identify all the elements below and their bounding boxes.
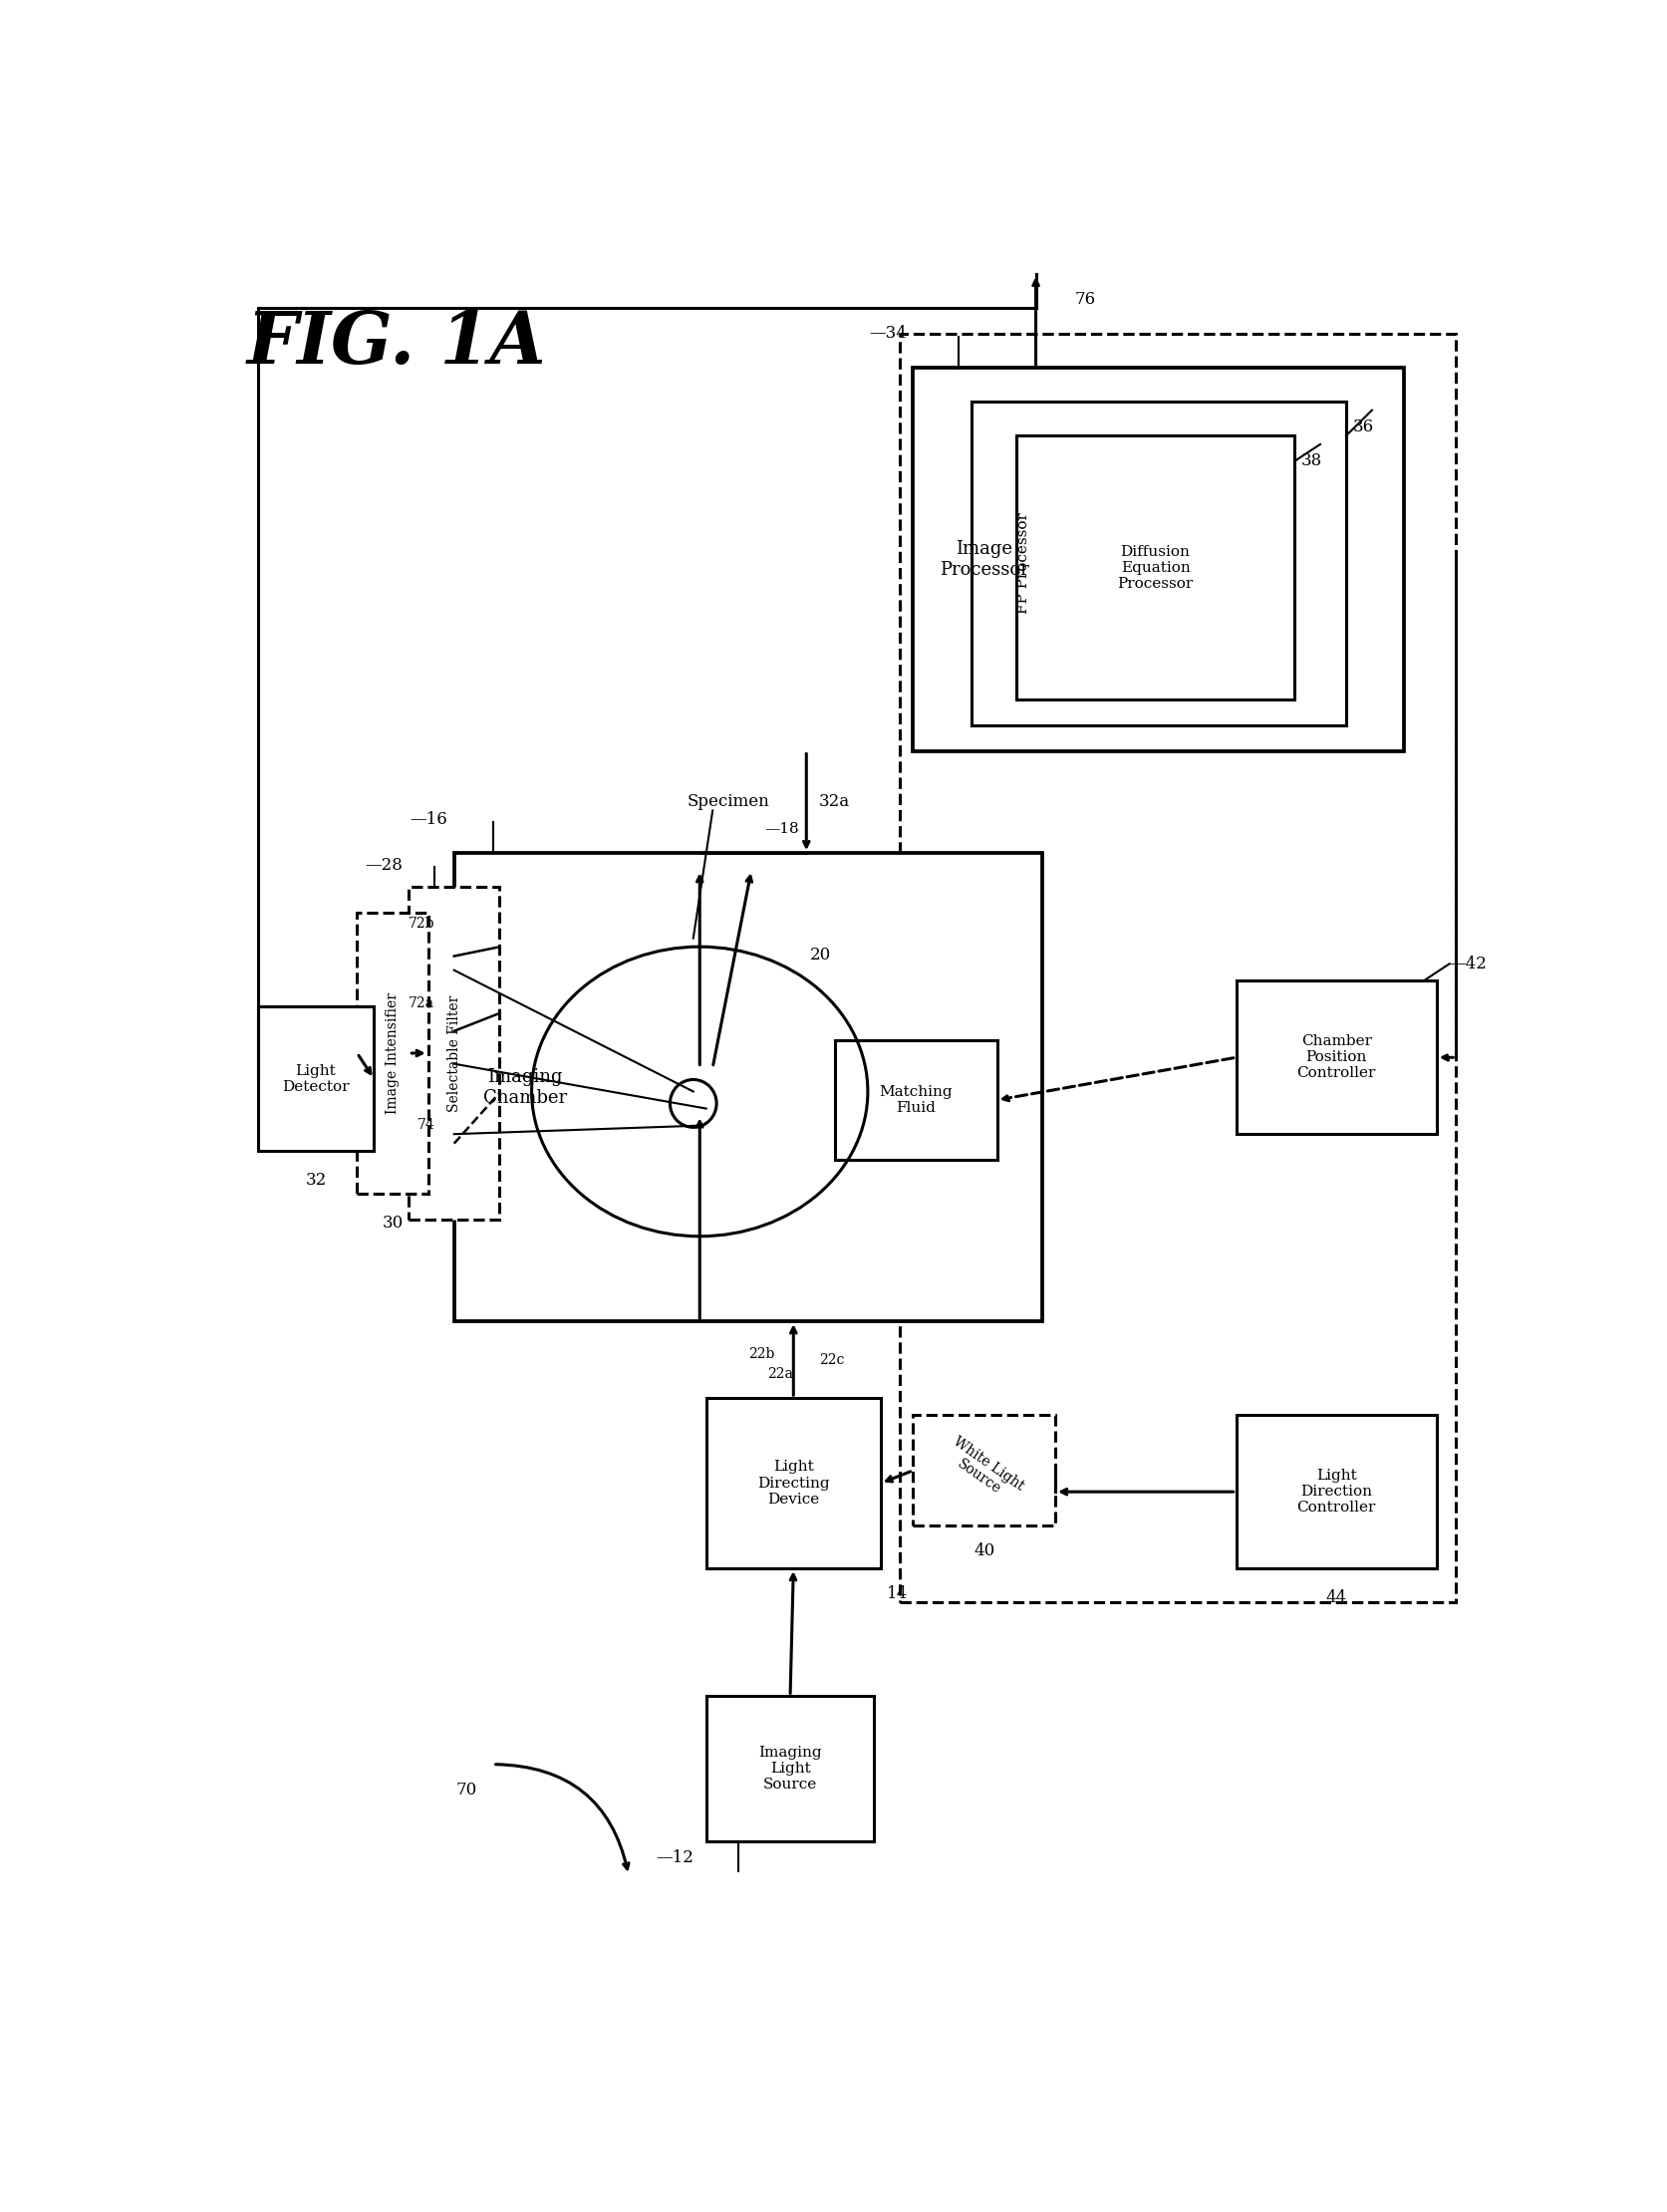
FancyBboxPatch shape	[453, 854, 1042, 1321]
FancyBboxPatch shape	[912, 367, 1404, 750]
Text: 32: 32	[305, 1172, 327, 1188]
Text: 38: 38	[1300, 453, 1322, 469]
Text: Image
Processor: Image Processor	[939, 540, 1029, 580]
Text: 72b: 72b	[408, 916, 435, 931]
FancyBboxPatch shape	[1235, 980, 1435, 1135]
FancyBboxPatch shape	[970, 403, 1345, 726]
Text: —28: —28	[365, 856, 402, 874]
Text: Selectable Filter: Selectable Filter	[447, 995, 460, 1113]
FancyBboxPatch shape	[912, 1416, 1055, 1526]
Text: FP Processor: FP Processor	[1015, 513, 1029, 615]
Text: 20: 20	[808, 947, 830, 964]
FancyBboxPatch shape	[357, 914, 428, 1194]
Text: 32a: 32a	[818, 794, 850, 810]
Text: —12: —12	[655, 1849, 693, 1867]
Text: 14: 14	[887, 1586, 909, 1601]
Text: Light
Direction
Controller: Light Direction Controller	[1295, 1469, 1375, 1515]
FancyBboxPatch shape	[257, 1006, 373, 1150]
Text: —34: —34	[869, 325, 907, 343]
Text: 74: 74	[417, 1117, 435, 1133]
Text: 22a: 22a	[767, 1367, 793, 1380]
Text: Matching
Fluid: Matching Fluid	[879, 1084, 952, 1115]
Text: Chamber
Position
Controller: Chamber Position Controller	[1295, 1035, 1375, 1082]
Text: 44: 44	[1325, 1588, 1347, 1606]
Text: White Light
Source: White Light Source	[940, 1433, 1027, 1506]
Text: 76: 76	[1074, 292, 1095, 307]
Text: Imaging
Chamber: Imaging Chamber	[483, 1068, 567, 1106]
Text: 72a: 72a	[408, 995, 435, 1011]
Text: Specimen: Specimen	[687, 794, 768, 810]
Text: Light
Directing
Device: Light Directing Device	[757, 1460, 828, 1506]
Text: —16: —16	[410, 810, 447, 827]
Text: Light
Detector: Light Detector	[282, 1064, 348, 1093]
FancyBboxPatch shape	[408, 887, 498, 1219]
Text: —42: —42	[1449, 956, 1487, 973]
Text: Diffusion
Equation
Processor: Diffusion Equation Processor	[1117, 544, 1192, 591]
FancyBboxPatch shape	[1235, 1416, 1435, 1568]
FancyBboxPatch shape	[705, 1398, 880, 1568]
Text: Image Intensifier: Image Intensifier	[385, 993, 400, 1115]
FancyBboxPatch shape	[705, 1697, 874, 1840]
Text: FIG. 1A: FIG. 1A	[247, 307, 547, 378]
FancyBboxPatch shape	[835, 1040, 997, 1159]
FancyBboxPatch shape	[1015, 436, 1294, 699]
Text: 22b: 22b	[747, 1347, 773, 1360]
Text: 36: 36	[1352, 418, 1372, 436]
Text: 40: 40	[974, 1544, 994, 1559]
Text: 22c: 22c	[818, 1354, 845, 1367]
Text: Imaging
Light
Source: Imaging Light Source	[758, 1745, 822, 1792]
Text: 70: 70	[457, 1781, 477, 1798]
Text: —18: —18	[763, 823, 798, 836]
Text: 30: 30	[382, 1214, 403, 1232]
